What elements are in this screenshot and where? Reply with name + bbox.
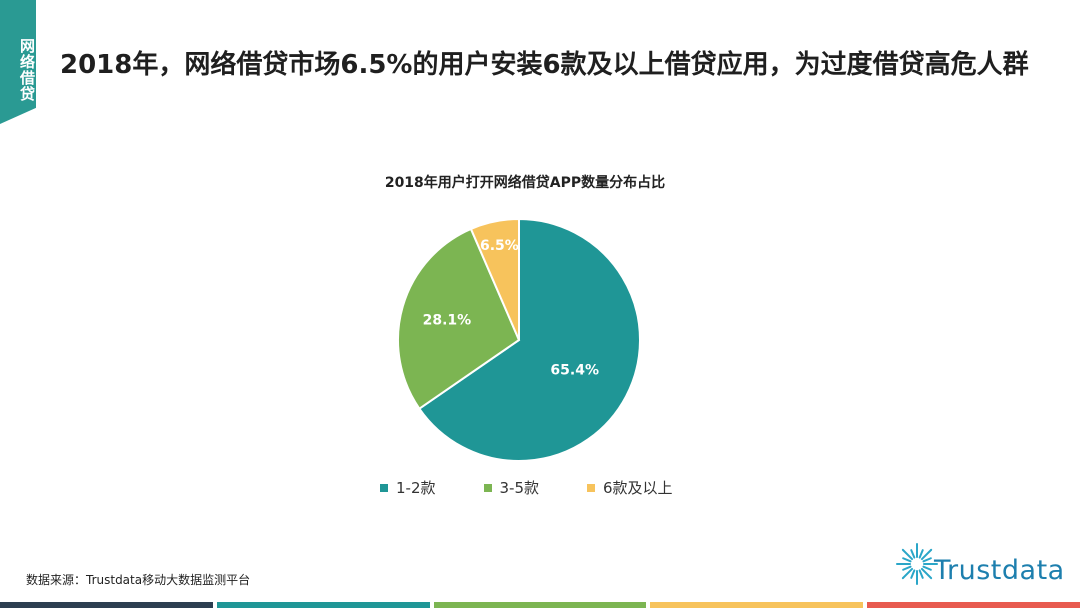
legend-swatch — [587, 483, 595, 492]
bottom-bar-segment — [433, 602, 647, 608]
bottom-bar-segment — [650, 602, 864, 608]
pie-data-label-2: 28.1% — [423, 312, 472, 328]
section-tab: 网络借贷 — [0, 0, 36, 124]
chart-legend: 1-2款 3-5款 6款及以上 — [380, 477, 710, 498]
bottom-bar-segment — [216, 602, 430, 608]
legend-label: 3-5款 — [499, 479, 540, 497]
legend-swatch — [380, 483, 388, 492]
data-source: 数据来源：Trustdata移动大数据监测平台 — [26, 573, 251, 587]
pie-chart: 65.4% 28.1% 6.5% — [397, 217, 641, 462]
pie-data-label-3: 6.5% — [480, 238, 519, 254]
legend-item-2: 3-5款 — [483, 477, 540, 498]
bottom-color-bar — [0, 602, 1080, 608]
legend-item-3: 6款及以上 — [587, 477, 673, 498]
page-title: 2018年，网络借贷市场6.5%的用户安装6款及以上借贷应用，为过度借贷高危人群 — [60, 50, 1029, 80]
pie-slice-3 — [469, 217, 520, 341]
chart-title: 2018年用户打开网络借贷APP数量分布占比 — [384, 175, 666, 191]
logo-text: Trustdata — [934, 555, 1065, 586]
bottom-bar-segment — [867, 602, 1080, 608]
legend-item-1: 1-2款 — [380, 477, 436, 498]
legend-label: 1-2款 — [396, 479, 436, 497]
section-tab-label: 网络借贷 — [18, 38, 36, 102]
pie-slice-1 — [417, 217, 641, 462]
pie-data-label-1: 65.4% — [550, 362, 599, 378]
pie-slice-2 — [397, 227, 521, 411]
legend-label: 6款及以上 — [603, 479, 673, 497]
trustdata-logo-icon — [896, 543, 938, 585]
bottom-bar-segment — [0, 602, 213, 608]
legend-swatch — [483, 483, 492, 492]
